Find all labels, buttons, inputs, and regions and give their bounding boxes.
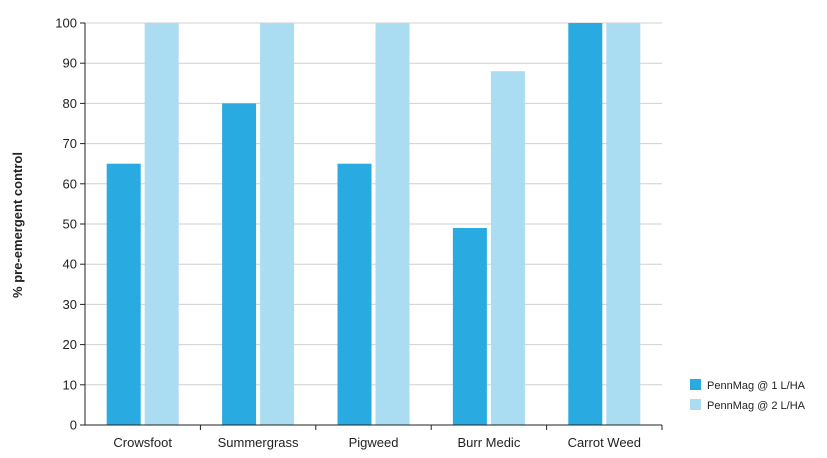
x-tick-label: Summergrass: [218, 435, 299, 450]
legend: PennMag @ 1 L/HA PennMag @ 2 L/HA: [690, 379, 806, 412]
x-tick-label: Pigweed: [349, 435, 399, 450]
y-axis-title: % pre-emergent control: [10, 152, 25, 298]
bar-crowsfoot-series-2: [144, 23, 179, 425]
bar-summergrass-series-1: [222, 103, 257, 426]
y-tick-label: 30: [63, 297, 77, 312]
gridlines: [85, 22, 662, 386]
y-tick-label: 90: [63, 56, 77, 71]
bar-pigweed-series-1: [337, 163, 372, 425]
bar-crowsfoot-series-1: [106, 163, 141, 425]
y-tick-label: 60: [63, 176, 77, 191]
bar-burr-medic-series-1: [452, 228, 487, 425]
y-tick-label: 70: [63, 136, 77, 151]
bar-carrot-weed-series-1: [568, 23, 603, 425]
y-tick-label: 10: [63, 377, 77, 392]
legend-swatch: [690, 399, 701, 410]
y-tick-label: 0: [70, 418, 77, 433]
x-tick-label: Carrot Weed: [568, 435, 641, 450]
legend-swatch: [690, 379, 701, 390]
y-tick-label: 100: [55, 16, 77, 31]
x-tick-label: Burr Medic: [457, 435, 520, 450]
legend-label: PennMag @ 2 L/HA: [707, 400, 806, 412]
y-tick-label: 50: [63, 217, 77, 232]
axes: 0 10 20 30 40 50 60 70 80 90 100 Crowsfoot Summergra…: [55, 16, 663, 450]
y-tick-label: 40: [63, 257, 77, 272]
bar-summergrass-series-2: [260, 23, 295, 425]
y-tick-label: 20: [63, 337, 77, 352]
y-tick-label: 80: [63, 96, 77, 111]
x-tick-label: Crowsfoot: [113, 435, 172, 450]
bar-burr-medic-series-2: [490, 71, 525, 426]
bar-pigweed-series-2: [375, 23, 410, 425]
legend-label: PennMag @ 1 L/HA: [707, 380, 806, 392]
bar-carrot-weed-series-2: [606, 23, 641, 425]
bars: [106, 23, 641, 426]
